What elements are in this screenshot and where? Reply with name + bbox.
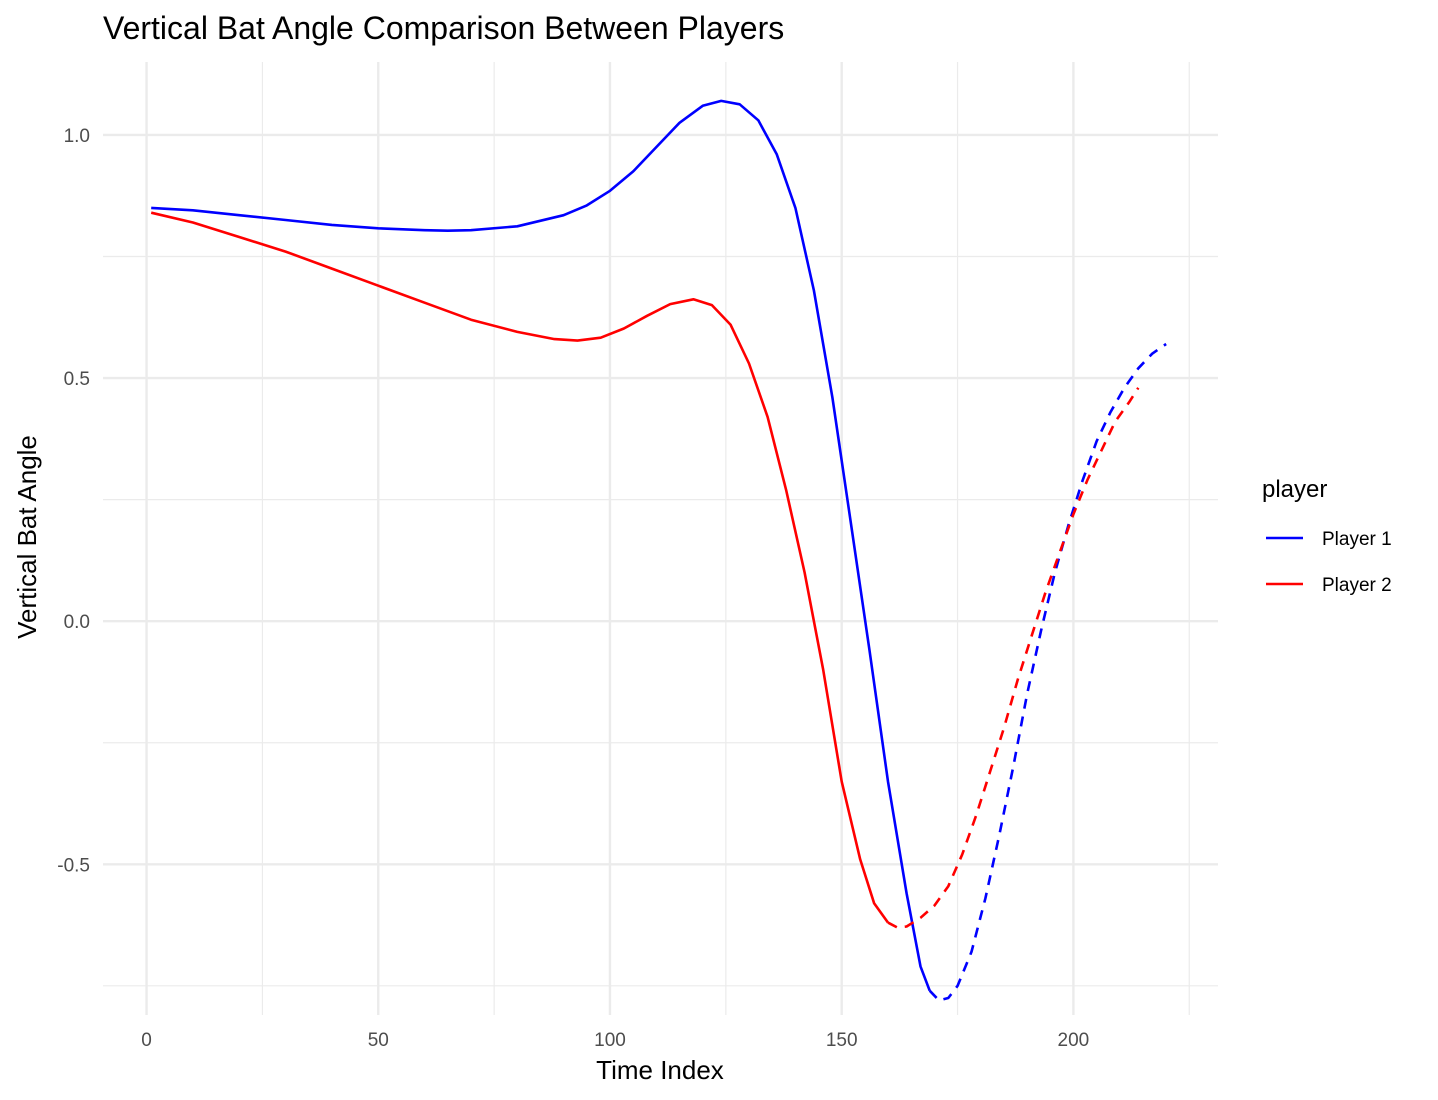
legend-label-player-2: Player 2 <box>1322 575 1392 596</box>
x-axis-title: Time Index <box>596 1055 724 1085</box>
y-tick-label: 0.5 <box>64 369 90 390</box>
x-tick-label: 0 <box>141 1030 152 1051</box>
x-tick-label: 100 <box>594 1030 626 1051</box>
legend-title: player <box>1262 476 1327 503</box>
player-2-dashed-line <box>887 387 1140 929</box>
y-tick-label: 1.0 <box>64 126 90 147</box>
y-tick-label: -0.5 <box>57 855 90 876</box>
player-2-solid-line <box>150 211 890 924</box>
y-axis-ticks: -0.5 0.0 0.5 1.0 <box>57 126 90 876</box>
legend: player Player 1 Player 2 <box>1262 476 1392 596</box>
y-tick-label: 0.0 <box>64 612 90 633</box>
x-axis-ticks: 0 50 100 150 200 <box>141 1030 1089 1051</box>
x-tick-label: 150 <box>826 1030 858 1051</box>
x-tick-label: 200 <box>1058 1030 1090 1051</box>
chart-title: Vertical Bat Angle Comparison Between Pl… <box>103 10 784 46</box>
x-tick-label: 50 <box>368 1030 389 1051</box>
series-lines <box>150 99 1167 1002</box>
legend-items: Player 1 Player 2 <box>1266 529 1392 596</box>
player-1-solid-line <box>151 99 931 992</box>
grid-lines <box>103 62 1218 1015</box>
player-1-dashed-line <box>928 342 1167 1002</box>
legend-label-player-1: Player 1 <box>1322 529 1392 550</box>
y-axis-title: Vertical Bat Angle <box>12 435 42 639</box>
